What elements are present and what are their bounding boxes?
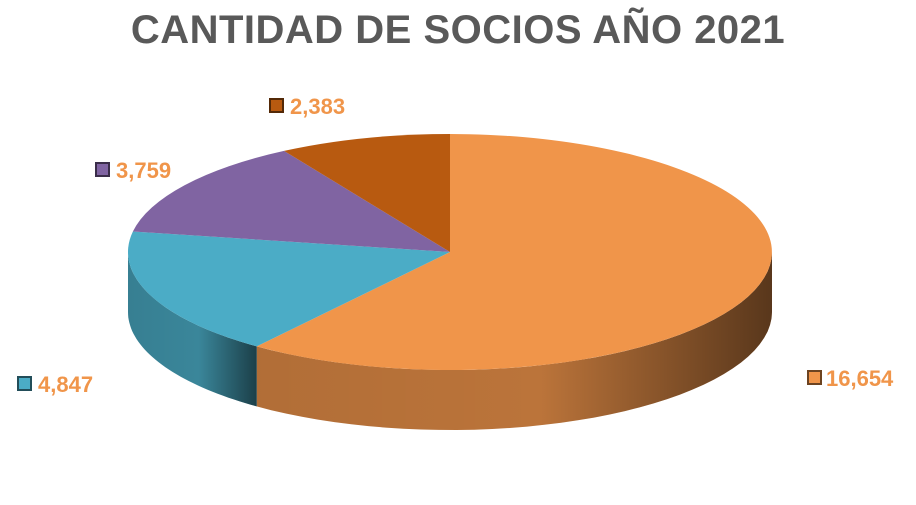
legend-marker-0: [807, 370, 822, 385]
pie-slice-3: [284, 134, 450, 252]
data-label-2: 3,759: [116, 158, 171, 183]
legend-marker-1: [17, 376, 32, 391]
pie-slice-0: [256, 134, 772, 370]
pie-slice-side-shade-1: [128, 252, 257, 407]
legend-marker-3: [269, 98, 284, 113]
pie-slice-side-shade-0: [256, 252, 772, 430]
data-label-3: 2,383: [290, 94, 345, 119]
chart-title: CANTIDAD DE SOCIOS AÑO 2021: [130, 8, 786, 52]
legend-marker-2: [95, 162, 110, 177]
pie-slice-1: [127, 231, 450, 347]
data-label-0: 16,654: [826, 366, 894, 391]
pie-slice-2: [132, 150, 450, 252]
data-label-1: 4,847: [38, 372, 93, 397]
